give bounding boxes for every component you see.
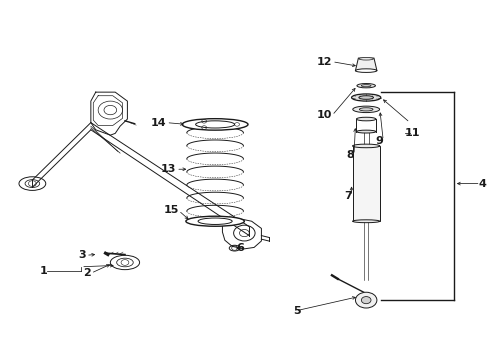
- Ellipse shape: [359, 108, 372, 111]
- Text: 6: 6: [236, 243, 244, 253]
- Ellipse shape: [356, 117, 375, 121]
- Ellipse shape: [352, 106, 379, 113]
- Ellipse shape: [358, 58, 373, 60]
- Text: 15: 15: [163, 206, 178, 216]
- Text: 12: 12: [316, 57, 331, 67]
- Circle shape: [355, 292, 376, 308]
- Text: 7: 7: [343, 191, 351, 201]
- Ellipse shape: [185, 216, 244, 226]
- Ellipse shape: [356, 84, 375, 88]
- Polygon shape: [355, 58, 376, 71]
- Text: 14: 14: [150, 118, 166, 128]
- Text: 10: 10: [316, 111, 331, 121]
- Ellipse shape: [358, 96, 373, 99]
- Ellipse shape: [355, 69, 376, 72]
- Ellipse shape: [195, 121, 234, 128]
- Bar: [352, 146, 379, 221]
- Ellipse shape: [361, 85, 370, 87]
- Ellipse shape: [356, 130, 375, 133]
- Text: 2: 2: [83, 268, 91, 278]
- Text: 3: 3: [78, 250, 86, 260]
- Ellipse shape: [352, 220, 379, 223]
- Text: 1: 1: [39, 266, 47, 276]
- Text: 5: 5: [292, 306, 300, 316]
- Ellipse shape: [182, 119, 247, 130]
- Ellipse shape: [198, 218, 232, 225]
- Ellipse shape: [352, 144, 379, 148]
- Text: 4: 4: [477, 179, 485, 189]
- Text: 13: 13: [161, 164, 176, 174]
- Text: 11: 11: [405, 129, 420, 138]
- Ellipse shape: [351, 94, 380, 101]
- Text: 9: 9: [375, 136, 383, 145]
- Circle shape: [361, 297, 370, 304]
- Text: 8: 8: [346, 150, 353, 160]
